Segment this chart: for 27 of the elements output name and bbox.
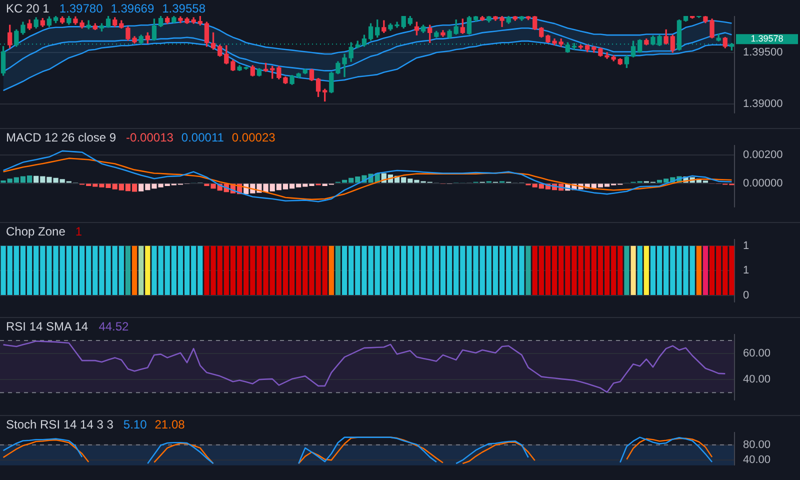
text: 44.52 (98, 319, 130, 334)
text: 1.39558 (162, 1, 206, 16)
y-tick-label: 40.00 (743, 454, 771, 466)
chart-title: RSI 14 SMA 14 (6, 319, 88, 334)
y-tick-label: 40.00 (743, 374, 771, 386)
y-tick-label: 0.00000 (743, 177, 783, 190)
y-tick-label: 1.39500 (743, 46, 783, 58)
text: 1.39780 (59, 1, 104, 16)
chart-title: MACD 12 26 close 9 (6, 130, 116, 144)
y-tick-label: 0 (743, 289, 750, 302)
y-tick-label: 60.00 (743, 348, 771, 360)
text: 1.39669 (110, 1, 154, 16)
text: 5.10 (123, 417, 148, 432)
chart-title: Stoch RSI 14 14 3 3 (6, 417, 114, 432)
y-tick-label: 80.00 (743, 438, 771, 451)
y-tick-label: 1.39000 (743, 98, 783, 110)
text: 0.00011 (181, 130, 224, 144)
text: 0.00023 (232, 130, 276, 144)
chart-title: Chop Zone (6, 224, 66, 238)
text: 1 (75, 224, 82, 238)
text: -0.00013 (126, 130, 174, 144)
ref-line-label: 1.39578 (750, 34, 784, 44)
y-tick-label: 1 (743, 240, 750, 252)
y-tick-label: 0.00200 (743, 148, 783, 161)
text: 21.08 (154, 417, 186, 432)
y-tick-label: 1 (743, 264, 750, 277)
chart-title: KC 20 1 (6, 1, 50, 16)
